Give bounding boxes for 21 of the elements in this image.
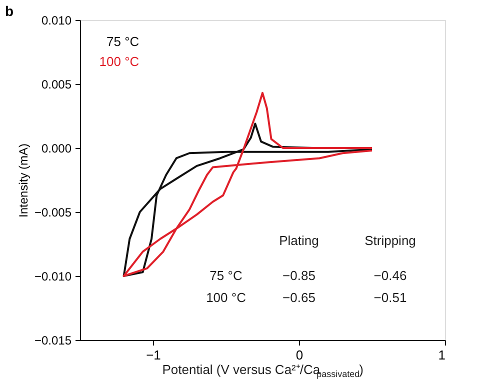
y-tick-label: −0.010 xyxy=(34,270,72,284)
y-tick-label: 0.010 xyxy=(41,14,72,28)
y-tick-label: 0.000 xyxy=(41,142,72,156)
x-tick-label: 0 xyxy=(296,348,304,362)
annotation: −0.65 xyxy=(282,290,316,305)
annotation: −0.85 xyxy=(282,268,316,283)
x-tick-label: 1 xyxy=(438,348,446,362)
annotation: −0.51 xyxy=(374,290,407,305)
text: 100 °C xyxy=(99,54,140,69)
annotation: 100 °C xyxy=(206,290,246,305)
text: 75 °C xyxy=(106,34,140,49)
annotation: Stripping xyxy=(364,232,416,248)
y-axis-title: Intensity (mA) xyxy=(16,143,30,218)
y-tick-label: −0.005 xyxy=(34,206,72,220)
annotation: −0.46 xyxy=(374,268,407,283)
annotation: Plating xyxy=(279,232,319,248)
y-tick-label: 0.005 xyxy=(41,78,72,92)
chart-title: b xyxy=(5,3,14,19)
y-tick-label: −0.015 xyxy=(34,334,72,348)
x-tick-label: −1 xyxy=(146,348,161,362)
annotation: 75 °C xyxy=(210,268,242,283)
